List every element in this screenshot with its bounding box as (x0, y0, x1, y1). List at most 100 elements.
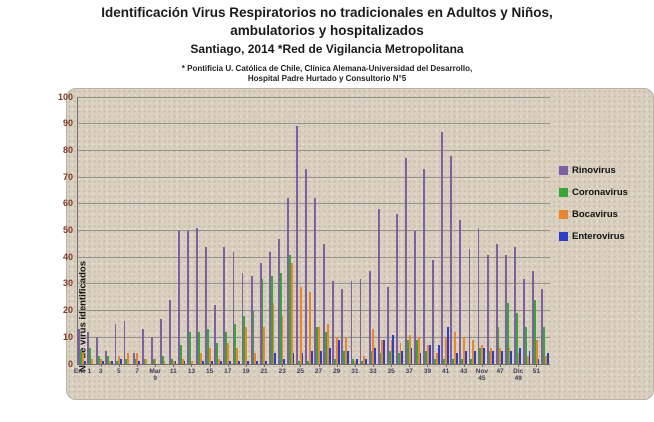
bar-enterovirus-week-3 (101, 361, 104, 364)
bar-rinovirus-week-23 (277, 238, 280, 364)
bar-enterovirus-week-7 (138, 361, 141, 364)
bar-enterovirus-week-21 (265, 361, 268, 364)
bar-bocavirus-week-37 (408, 334, 411, 364)
x-axis-tick (373, 364, 374, 367)
gridline (78, 230, 550, 231)
bar-coronavirus-week-40 (434, 358, 436, 364)
y-axis-tick-label: 40 (62, 251, 73, 262)
gridline (78, 310, 550, 312)
bar-enterovirus-week-35 (392, 334, 395, 364)
x-axis-tick-label: 43 (460, 368, 468, 375)
bar-coronavirus-week-36 (397, 353, 400, 364)
gridline (78, 176, 550, 178)
bar-bocavirus-week-9 (154, 358, 157, 364)
bar-rinovirus-week-8 (141, 329, 144, 364)
bar-bocavirus-week-23 (281, 315, 284, 364)
x-axis-tick-label: Ene 1 (73, 368, 92, 375)
bar-coronavirus-week-47 (497, 326, 500, 364)
legend-swatch-bocavirus (559, 210, 568, 219)
y-axis-tick-label: 30 (62, 278, 73, 289)
x-axis-tick (409, 364, 411, 367)
bar-coronavirus-week-6 (125, 358, 128, 364)
bar-enterovirus-week-12 (183, 361, 186, 364)
bar-rinovirus-week-11 (169, 299, 171, 364)
bar-coronavirus-week-8 (143, 358, 146, 364)
x-axis-tick-label: 25 (296, 368, 304, 375)
bar-coronavirus-week-44 (470, 358, 473, 364)
bar-enterovirus-week-11 (174, 361, 177, 364)
bar-rinovirus-week-21 (259, 262, 262, 364)
bar-coronavirus-week-32 (361, 361, 364, 364)
bar-rinovirus-week-9 (150, 337, 153, 364)
bar-coronavirus-week-33 (370, 350, 373, 364)
bar-bocavirus-week-49 (517, 353, 520, 364)
bar-enterovirus-week-33 (374, 347, 377, 364)
x-axis-tick-label: 33 (369, 368, 377, 375)
bar-coronavirus-week-19 (243, 315, 246, 364)
bar-bocavirus-week-38 (417, 337, 420, 364)
x-axis-tick (336, 364, 338, 367)
y-axis-line (77, 97, 78, 365)
bar-coronavirus-week-24 (288, 254, 291, 364)
bar-coronavirus-week-34 (379, 353, 382, 364)
bar-rinovirus-week-47 (495, 243, 498, 364)
y-axis-title: N° de virus identificados (77, 261, 89, 372)
bar-rinovirus-week-16 (214, 305, 217, 364)
bar-coronavirus-week-3 (98, 355, 101, 364)
bar-rinovirus-week-4 (105, 350, 108, 364)
bar-bocavirus-week-19 (245, 326, 248, 364)
bar-rinovirus-week-46 (486, 254, 489, 364)
x-axis-tick-label: 39 (423, 368, 432, 375)
bar-rinovirus-week-17 (223, 246, 226, 364)
y-axis-tick-label: 90 (62, 118, 73, 129)
bar-bocavirus-week-25 (299, 286, 302, 364)
x-axis-tick (354, 364, 356, 367)
chart-footnote-line2: Hospital Padre Hurtado y Consultorio N°5 (247, 74, 407, 83)
bar-coronavirus-week-52 (543, 326, 545, 364)
bar-enterovirus-week-50 (528, 350, 531, 364)
x-axis-tick-label: 5 (117, 368, 121, 375)
x-axis-tick (318, 364, 320, 367)
bar-rinovirus-week-38 (414, 230, 416, 364)
bar-enterovirus-week-37 (410, 347, 413, 364)
gridline (78, 283, 550, 285)
bar-bocavirus-week-28 (327, 323, 329, 364)
bar-enterovirus-week-18 (238, 361, 240, 364)
bar-coronavirus-week-1 (80, 350, 82, 364)
bar-coronavirus-week-23 (279, 273, 282, 364)
bar-enterovirus-week-19 (247, 361, 250, 364)
bar-bocavirus-week-3 (100, 358, 102, 364)
x-axis-tick-label: 21 (260, 368, 268, 375)
bar-enterovirus-week-22 (274, 353, 277, 364)
x-axis-tick (536, 364, 538, 367)
bar-enterovirus-week-48 (510, 350, 513, 364)
bar-coronavirus-week-2 (89, 347, 91, 364)
bar-coronavirus-week-10 (161, 355, 164, 364)
gridline (78, 336, 550, 338)
bar-coronavirus-week-30 (343, 350, 346, 364)
bar-enterovirus-week-39 (428, 345, 431, 364)
bar-coronavirus-week-17 (225, 331, 228, 364)
x-axis-tick-label: Nov 45 (475, 368, 489, 382)
bar-rinovirus-week-44 (468, 249, 471, 364)
bar-rinovirus-week-5 (114, 323, 117, 364)
bar-bocavirus-week-22 (272, 302, 275, 364)
bar-bocavirus-week-20 (254, 353, 257, 364)
bar-rinovirus-week-37 (405, 158, 407, 364)
bar-enterovirus-week-16 (219, 361, 222, 364)
bar-rinovirus-week-41 (441, 131, 444, 364)
bar-coronavirus-week-15 (207, 329, 209, 364)
bar-rinovirus-week-25 (296, 126, 298, 364)
bar-bocavirus-week-35 (390, 339, 393, 364)
bar-enterovirus-week-42 (455, 353, 458, 364)
x-axis-tick-label: 15 (205, 368, 214, 375)
x-axis-tick (264, 364, 266, 367)
bar-bocavirus-week-12 (181, 358, 184, 364)
bar-bocavirus-week-31 (354, 361, 357, 364)
bar-enterovirus-week-38 (419, 353, 422, 364)
chart-area: N° de virus identificados 0 10 20 30 40 50 60 7… (58, 88, 654, 400)
bar-coronavirus-week-43 (461, 358, 464, 364)
y-axis-tick-label: 10 (62, 331, 73, 342)
bar-bocavirus-week-14 (199, 353, 202, 364)
bar-bocavirus-week-18 (236, 347, 239, 364)
